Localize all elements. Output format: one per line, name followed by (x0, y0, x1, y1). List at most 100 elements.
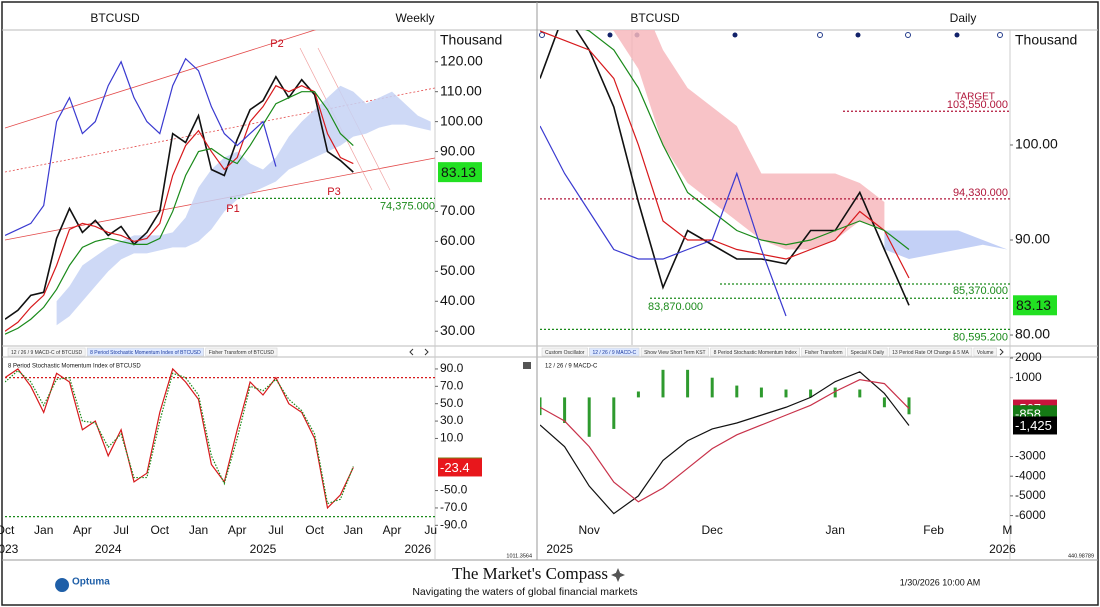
tab[interactable] (86, 347, 204, 357)
histogram-bar (587, 397, 591, 437)
tab[interactable] (205, 347, 278, 357)
tab-label[interactable]: Volume (977, 350, 994, 356)
point-label: P2 (270, 38, 283, 50)
level-label: 83,870.000 (648, 301, 703, 313)
x-tick-label: Ju (424, 523, 437, 537)
series-line (5, 367, 354, 510)
plot-area (5, 57, 435, 335)
x-tick-label: Apr (73, 523, 92, 537)
tab[interactable] (589, 347, 640, 357)
year-label: 2023 (0, 542, 19, 556)
y-tick-label: 1000 (1015, 370, 1042, 384)
scroll-left[interactable] (409, 348, 414, 356)
dot (817, 32, 823, 38)
tab[interactable] (847, 347, 888, 357)
dot (855, 32, 861, 38)
y-tick-label: -4000 (1015, 468, 1046, 482)
x-tick-label: Nov (579, 523, 600, 537)
y-tick-label: 30.0 (440, 413, 464, 427)
tab[interactable] (888, 347, 973, 357)
price-box (1013, 295, 1057, 316)
x-tick-label: Apr (383, 523, 402, 537)
x-tick-label: M (1002, 523, 1012, 537)
tab-label[interactable]: 8 Period Stochastic Momentum Index (714, 350, 798, 356)
histogram-bar (858, 389, 862, 398)
histogram-bar (907, 397, 911, 415)
tab-label[interactable]: Special K Daily (851, 350, 885, 356)
histogram-bar (882, 397, 886, 408)
x-tick-label: Jan (344, 523, 363, 537)
x-tick-label: Jul (113, 523, 128, 537)
point-label: P3 (327, 186, 340, 198)
series-line (5, 75, 354, 320)
price-box-label: 83.13 (441, 164, 476, 180)
lock-icon[interactable] (523, 362, 531, 369)
x-tick-label: Oct (0, 523, 15, 537)
price-box-label: 83.13 (1016, 297, 1051, 313)
tab-label[interactable]: Fisher Transform of BTCUSD (209, 350, 275, 356)
histogram-bar (540, 397, 542, 416)
level-label: 74,375.000 (380, 200, 435, 212)
tab-label[interactable]: 13 Period Rate Of Change & 5 MA (892, 350, 969, 356)
axis-unit: Thousand (440, 32, 502, 48)
histogram-bar (636, 391, 640, 398)
x-tick-label: Feb (923, 523, 944, 537)
dot (732, 32, 738, 38)
x-tick-label: Oct (305, 523, 324, 537)
histogram-bar (809, 389, 813, 398)
y-tick-label: 40.00 (440, 292, 475, 308)
year-label: 2025 (250, 542, 277, 556)
tab[interactable] (7, 347, 86, 357)
scroll-right[interactable] (999, 348, 1004, 356)
value-box-label: -23.4 (440, 460, 470, 475)
tab-label[interactable]: 8 Period Stochastic Momentum Index of BT… (90, 350, 201, 356)
series-line (540, 30, 910, 306)
dot (607, 32, 613, 38)
y-tick-label: 10.0 (440, 431, 464, 445)
tab[interactable] (541, 347, 588, 357)
y-tick-label: 120.00 (440, 52, 483, 68)
value-box (438, 458, 482, 477)
y-tick-label: 70.00 (440, 202, 475, 218)
tab-label[interactable]: Custom Oscillator (545, 350, 585, 356)
y-tick-label: 80.00 (1015, 326, 1050, 342)
cloud (611, 30, 885, 250)
y-tick-label: 90.00 (440, 142, 475, 158)
tab-label[interactable]: Show View Short Term KST (644, 350, 706, 356)
plot-area (5, 367, 435, 518)
tab[interactable] (801, 347, 846, 357)
series-line (5, 57, 277, 236)
dot (997, 32, 1003, 38)
tab-label[interactable]: Fisher Transform (805, 350, 843, 356)
series-line (5, 369, 354, 505)
chart-title: BTCUSD (630, 11, 680, 25)
logo-icon (55, 578, 70, 592)
value-box (1013, 416, 1057, 435)
timestamp: 1/30/2026 10:00 AM (900, 577, 981, 587)
tab-label[interactable]: 12 / 26 / 9 MACD-C (592, 350, 636, 356)
readout: 440.98789 (1068, 553, 1094, 559)
y-tick-label: 50.0 (440, 396, 464, 410)
x-tick-label: Jan (34, 523, 53, 537)
x-tick-label: Apr (228, 523, 247, 537)
series-line (585, 30, 910, 250)
tab-label[interactable]: 12 / 26 / 9 MACD-C of BTCUSD (11, 350, 83, 356)
target-label: TARGET (955, 92, 995, 103)
y-tick-label: -70.0 (440, 500, 468, 514)
y-tick-label: 50.00 (440, 262, 475, 278)
y-tick-label: 2000 (1015, 350, 1042, 364)
histogram-bar (686, 369, 690, 398)
cloud (884, 230, 1008, 260)
x-tick-label: Oct (150, 523, 169, 537)
footer-subtitle: Navigating the waters of global financia… (412, 586, 637, 598)
point-label: P1 (226, 203, 239, 215)
y-tick-label: 30.00 (440, 322, 475, 338)
value-box-label: -1,425 (1015, 418, 1052, 433)
histogram-bar (784, 389, 788, 398)
tab[interactable] (973, 347, 997, 357)
scroll-right[interactable] (424, 348, 429, 356)
plot-area (540, 369, 911, 515)
tab[interactable] (710, 347, 800, 357)
tab[interactable] (640, 347, 709, 357)
